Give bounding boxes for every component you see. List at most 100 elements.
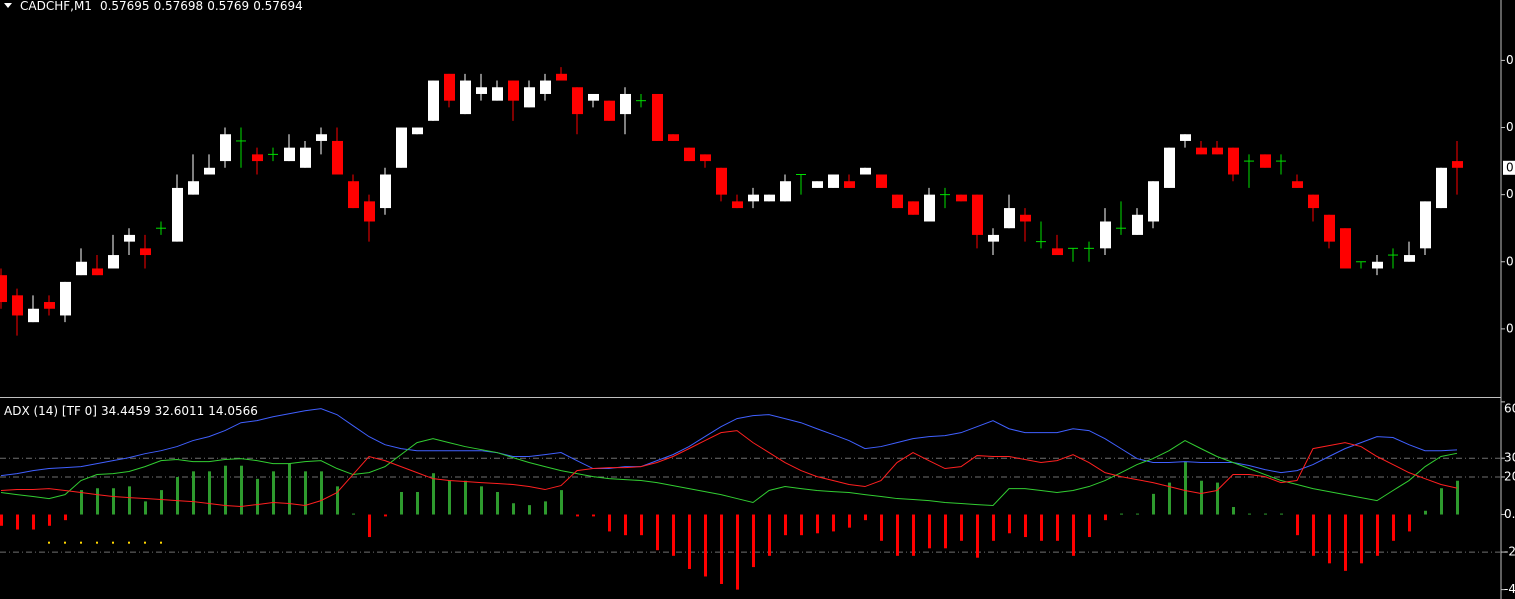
histogram-bar [32,514,35,530]
candle-body [220,134,231,162]
signal-dot [144,541,146,544]
candle-body [1308,194,1319,209]
histogram-bar [656,514,659,551]
histogram-bar [928,514,931,549]
histogram-bar [1136,513,1139,515]
candle-body [1452,161,1463,168]
candle-body [204,167,215,175]
histogram-bar [560,490,563,515]
candle-body [28,308,39,323]
y-tick-label: 0 [1506,254,1514,268]
signal-dot [96,541,98,544]
candle-body [1372,261,1383,269]
candle-body [764,194,775,202]
histogram-bar [1072,514,1075,556]
candle-body [316,134,327,141]
histogram-bar [496,491,499,515]
histogram-bar [688,514,691,569]
histogram-bar [1216,482,1219,515]
histogram-bar [528,505,531,515]
histogram-bar [640,514,643,536]
ohlc-close: 0.57694 [253,0,303,13]
signal-dot [80,541,82,544]
candle-body [1132,214,1143,235]
indicator-line [0,430,1458,507]
candle-body [748,194,759,202]
candle-body [364,201,375,222]
histogram-bar [1248,513,1251,515]
histogram-bar [1360,514,1363,564]
candle-body [588,93,599,101]
histogram-bar [592,514,595,517]
ohlc-high: 0.57698 [154,0,204,13]
histogram-bar [144,501,147,515]
candle-body [348,181,359,209]
y-tick-label: 20 [1504,469,1515,483]
candle-body [252,154,263,162]
candle-body [892,194,903,209]
candle-body [108,255,119,269]
signal-dot [128,541,130,544]
candle-body [972,194,983,235]
histogram-bar [720,514,723,584]
candle-body [668,134,679,141]
histogram-bar [336,486,339,515]
candle-body [684,147,695,162]
candle-body [780,181,791,202]
candle-body [300,147,311,168]
candle-body [540,80,551,94]
histogram-bar [1376,514,1379,556]
histogram-bar [160,490,163,515]
histogram-bar [1200,480,1203,515]
histogram-bar [1456,480,1459,515]
candle-body [476,87,487,94]
histogram-bar [624,514,627,536]
plus-di-value: 32.6011 [155,404,205,418]
histogram-bar [480,486,483,515]
histogram-bar [208,471,211,515]
histogram-bar [64,514,67,521]
histogram-bar [1008,514,1011,534]
candle-body [956,194,967,202]
histogram-bar [704,514,707,577]
indicator-line [0,438,1458,507]
histogram-bar [0,514,3,526]
histogram-bar [1312,514,1315,556]
candle-body [620,93,631,115]
candle-body [444,73,455,101]
histogram-bar [448,480,451,515]
y-tick-label: -2 [1504,545,1515,559]
candle-body [652,93,663,141]
histogram-bar [1040,514,1043,541]
histogram-bar [256,478,259,515]
histogram-bar [544,501,547,515]
candle-body [604,100,615,121]
candle-body [860,167,871,175]
candle-body [0,275,7,303]
histogram-bar [48,514,51,526]
histogram-bar [832,514,835,532]
signal-dot [64,541,66,544]
candle-body [1164,147,1175,188]
candle-body [492,87,503,101]
candle-body [1292,181,1303,188]
histogram-bar [1424,510,1427,515]
histogram-bar [96,488,99,515]
signal-dot [48,541,50,544]
histogram-bar [736,514,739,590]
symbol-menu-arrow[interactable] [4,3,12,8]
histogram-bar [352,513,355,515]
candle-body [188,181,199,195]
candle-body [1404,255,1415,262]
histogram-bar [944,514,947,549]
histogram-bar [1232,507,1235,515]
histogram-bar [960,514,963,541]
candle-body [12,295,23,316]
candle-body [1228,147,1239,175]
ohlc-open: 0.57695 [100,0,150,13]
current-price-box [1503,160,1515,175]
candle-body [572,87,583,115]
signal-dot [160,541,162,544]
